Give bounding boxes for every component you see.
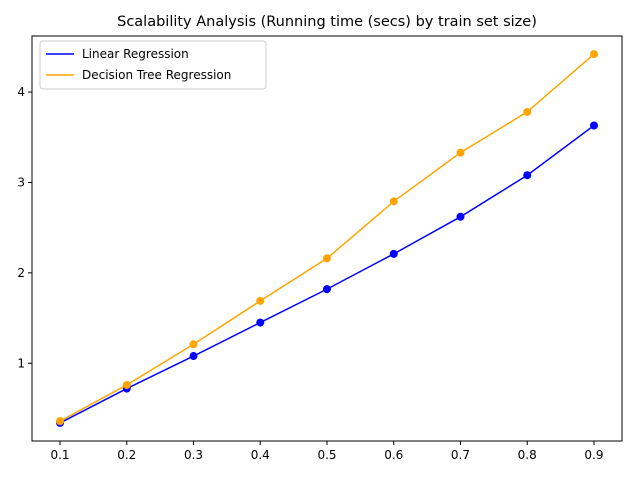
x-tick-label: 0.8 (518, 448, 537, 462)
legend-label-decision-tree-regression: Decision Tree Regression (82, 68, 231, 82)
x-tick-label: 0.3 (184, 448, 203, 462)
y-tick-label: 3 (17, 175, 25, 189)
legend-box (39, 40, 267, 90)
x-tick-label: 0.4 (251, 448, 270, 462)
data-point-linear-regression (523, 171, 532, 180)
data-point-decision-tree-regression (189, 340, 198, 349)
y-tick-label: 4 (17, 85, 25, 99)
data-point-linear-regression (456, 212, 465, 221)
data-point-linear-regression (189, 352, 198, 361)
chart-title: Scalability Analysis (Running time (secs… (117, 14, 537, 30)
data-point-decision-tree-regression (589, 50, 598, 59)
legend-label-linear-regression: Linear Regression (82, 47, 189, 61)
plot-frame (31, 35, 623, 442)
data-point-linear-regression (256, 318, 265, 327)
x-tick-label: 0.7 (451, 448, 470, 462)
data-point-decision-tree-regression (122, 380, 131, 389)
data-point-linear-regression (589, 121, 598, 130)
data-point-linear-regression (389, 249, 398, 258)
data-point-decision-tree-regression (256, 296, 265, 305)
x-tick-label: 0.2 (117, 448, 136, 462)
data-point-decision-tree-regression (389, 197, 398, 206)
data-point-decision-tree-regression (56, 417, 65, 426)
x-tick-label: 0.9 (584, 448, 603, 462)
x-tick-label: 0.6 (384, 448, 403, 462)
legend: Linear Regression Decision Tree Regressio… (39, 40, 267, 90)
x-tick-label: 0.5 (317, 448, 336, 462)
y-tick-label: 1 (17, 356, 25, 370)
plot-area: 0.1 0.2 0.3 0.4 0.5 0.6 0.7 0.8 0.9 1 2 3 4 (17, 50, 604, 462)
data-point-decision-tree-regression (523, 107, 532, 116)
data-point-decision-tree-regression (323, 254, 331, 263)
data-point-linear-regression (323, 285, 331, 294)
y-tick-label: 2 (17, 266, 25, 280)
x-tick-label: 0.1 (50, 448, 69, 462)
data-point-decision-tree-regression (456, 148, 465, 157)
